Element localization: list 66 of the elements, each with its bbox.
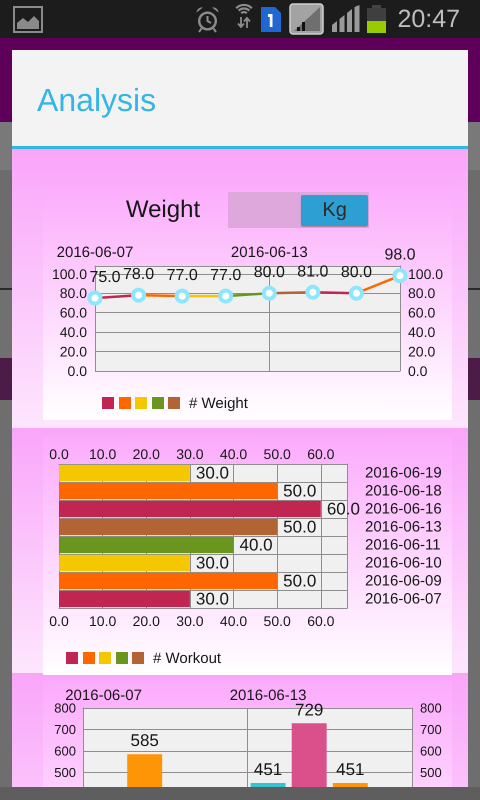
- y-tick-label: 2016-06-07: [365, 590, 442, 608]
- bar: [59, 500, 321, 518]
- data-label: 77.0: [166, 267, 198, 284]
- y-tick-label: 2016-06-19: [365, 464, 442, 482]
- y-tick-label: 2016-06-09: [365, 572, 442, 590]
- x2-tick-label: 30.0: [176, 613, 204, 629]
- data-label: 80.0: [254, 264, 285, 282]
- y-tick-label: 2016-06-11: [365, 536, 441, 554]
- data-label: 30.0: [196, 590, 230, 608]
- bar: [59, 518, 278, 536]
- y-tick-label: 20.0: [60, 344, 88, 360]
- x-tick-label: 40.0: [220, 446, 248, 462]
- text: # Weight: [189, 394, 248, 412]
- y-tick-label: 0.0: [68, 363, 88, 379]
- y-tick-label: 500: [54, 765, 76, 780]
- data-label: 80.0: [340, 264, 372, 282]
- x2-tick-label: 20.0: [132, 613, 160, 629]
- chart-title: Weight: [126, 196, 200, 224]
- data-label: 40.0: [240, 536, 273, 554]
- x-tick-label: 10.0: [89, 446, 116, 462]
- text: 20:47: [397, 5, 460, 33]
- y-tick-label: 100.0: [52, 266, 88, 282]
- data-label: 50.0: [283, 572, 316, 590]
- data-label: 585: [130, 731, 159, 750]
- toggle-switch[interactable]: Kg: [228, 192, 370, 228]
- data-label: 98.0: [384, 246, 416, 264]
- data-label: 81.0: [297, 263, 329, 280]
- x2-tick-label: 10.0: [89, 613, 116, 629]
- x-tick-label: 30.0: [176, 446, 204, 462]
- data-label: 75.0: [89, 269, 121, 286]
- y2-tick-label: 0.0: [408, 363, 428, 379]
- data-label: 60.0: [326, 500, 360, 518]
- y-tick-label: 700: [54, 722, 76, 737]
- y-tick-label: 2016-06-10: [365, 554, 442, 572]
- data-label: 30.0: [196, 554, 230, 572]
- x-tick-label: 50.0: [264, 446, 292, 462]
- y-tick-label: 800: [54, 700, 76, 716]
- data-label: 78.0: [123, 266, 154, 284]
- y-tick-label: 80.0: [60, 285, 88, 302]
- data-label: 451: [336, 760, 364, 780]
- data-label: 77.0: [210, 267, 242, 284]
- x2-tick-label: 60.0: [307, 613, 335, 629]
- y-tick-label: 60.0: [60, 304, 88, 321]
- x-tick-label: 60.0: [307, 446, 335, 462]
- data-label: 30.0: [196, 464, 230, 482]
- y-tick-label: 600: [54, 744, 76, 758]
- legend-label: # Workout: [153, 650, 222, 666]
- text: Analysis: [37, 82, 156, 118]
- y-tick-label: 40.0: [60, 324, 88, 340]
- chart-subtitle: Kg: [301, 195, 368, 226]
- bar: [59, 482, 278, 500]
- x2-tick-label: 40.0: [220, 613, 248, 629]
- data-label: 50.0: [283, 482, 316, 500]
- data-label: 729: [295, 700, 324, 720]
- bar: [59, 590, 190, 608]
- x2-tick-label: 50.0: [264, 613, 292, 629]
- y-tick-label: 2016-06-13: [365, 518, 442, 536]
- x-tick-label: 20.0: [132, 446, 160, 462]
- y-tick-label: 2016-06-18: [365, 482, 442, 500]
- y-tick-label: 2016-06-16: [365, 500, 442, 518]
- data-label: 50.0: [283, 518, 316, 536]
- data-label: 451: [254, 760, 282, 780]
- bar: [59, 536, 234, 554]
- bar: [59, 572, 278, 590]
- bar: [59, 554, 190, 572]
- bar: [59, 464, 190, 482]
